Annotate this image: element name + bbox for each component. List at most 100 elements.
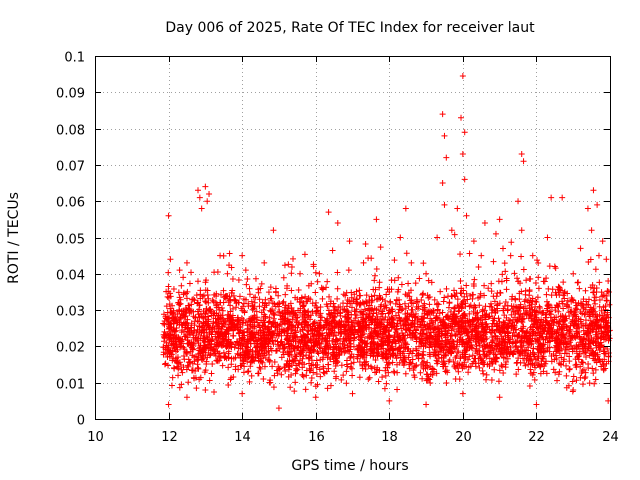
data-point xyxy=(211,325,218,332)
data-point xyxy=(300,302,307,309)
data-point xyxy=(425,334,432,341)
data-point xyxy=(525,361,532,368)
data-point xyxy=(252,275,259,282)
data-point xyxy=(416,321,423,328)
data-point xyxy=(584,347,591,354)
data-point xyxy=(357,300,364,307)
data-point xyxy=(461,293,468,300)
data-point xyxy=(518,253,525,260)
data-point xyxy=(188,269,195,276)
data-point xyxy=(582,310,589,317)
data-point xyxy=(475,295,482,302)
data-point xyxy=(234,339,241,346)
data-point xyxy=(590,289,597,296)
data-point xyxy=(216,331,223,338)
data-point xyxy=(352,315,359,322)
data-point xyxy=(472,338,479,345)
data-point xyxy=(338,376,345,383)
data-point xyxy=(359,365,366,372)
data-point xyxy=(470,335,477,342)
data-point xyxy=(504,328,511,335)
data-point xyxy=(443,367,450,374)
data-point xyxy=(204,354,211,361)
data-point xyxy=(226,262,233,269)
data-point xyxy=(548,304,555,311)
data-point xyxy=(504,307,511,314)
data-point xyxy=(312,383,319,390)
data-point xyxy=(402,370,409,377)
data-point xyxy=(188,324,195,331)
data-point xyxy=(183,259,190,266)
data-point xyxy=(312,269,319,276)
data-point xyxy=(212,333,219,340)
data-point xyxy=(591,357,598,364)
data-point xyxy=(573,346,580,353)
data-point xyxy=(442,368,449,375)
data-point xyxy=(446,344,453,351)
data-point xyxy=(190,334,197,341)
data-point xyxy=(200,315,207,322)
data-point xyxy=(545,302,552,309)
data-point xyxy=(334,269,341,276)
data-point xyxy=(330,300,337,307)
data-point xyxy=(308,280,315,287)
data-point xyxy=(163,303,170,310)
data-point xyxy=(423,270,430,277)
data-point xyxy=(492,230,499,237)
data-point xyxy=(378,301,385,308)
data-point xyxy=(532,312,539,319)
data-point xyxy=(591,380,598,387)
data-point xyxy=(285,325,292,332)
data-point xyxy=(520,266,527,273)
data-point xyxy=(422,343,429,350)
data-point xyxy=(563,372,570,379)
data-point xyxy=(267,377,274,384)
data-point xyxy=(314,278,321,285)
data-point xyxy=(596,346,603,353)
data-point xyxy=(380,323,387,330)
data-point xyxy=(269,320,276,327)
data-point xyxy=(195,187,201,194)
data-point xyxy=(348,289,355,296)
data-point xyxy=(486,313,493,320)
data-point xyxy=(518,227,525,234)
data-point xyxy=(361,361,368,368)
data-point xyxy=(270,341,277,348)
data-point xyxy=(282,291,289,298)
data-point xyxy=(260,313,267,320)
data-point xyxy=(370,334,377,341)
data-point xyxy=(475,263,482,270)
data-point xyxy=(320,354,327,361)
data-point xyxy=(382,367,389,374)
data-point xyxy=(560,279,567,286)
data-point xyxy=(201,335,208,342)
data-point xyxy=(473,329,480,336)
data-point xyxy=(471,276,478,283)
data-point xyxy=(467,292,474,299)
data-point xyxy=(396,314,403,321)
data-point xyxy=(402,339,409,346)
data-point xyxy=(169,331,176,338)
data-point xyxy=(518,318,525,325)
data-point xyxy=(454,205,461,212)
data-point xyxy=(327,327,334,334)
data-point xyxy=(282,320,289,327)
data-point xyxy=(404,317,411,324)
data-point xyxy=(286,311,293,318)
data-point xyxy=(522,362,529,369)
data-point xyxy=(274,326,281,333)
data-point xyxy=(351,334,358,341)
data-point xyxy=(251,319,258,326)
data-point xyxy=(399,306,406,313)
x-axis: 10 12 14 16 18 20 22 24 xyxy=(87,56,619,445)
data-point xyxy=(274,370,281,377)
data-point xyxy=(310,320,317,327)
data-point xyxy=(402,332,409,339)
data-point xyxy=(332,317,339,324)
data-point xyxy=(304,322,311,329)
data-point xyxy=(595,340,602,347)
data-point xyxy=(561,350,568,357)
data-point xyxy=(323,329,330,336)
data-point xyxy=(476,351,483,358)
data-point xyxy=(237,362,244,369)
